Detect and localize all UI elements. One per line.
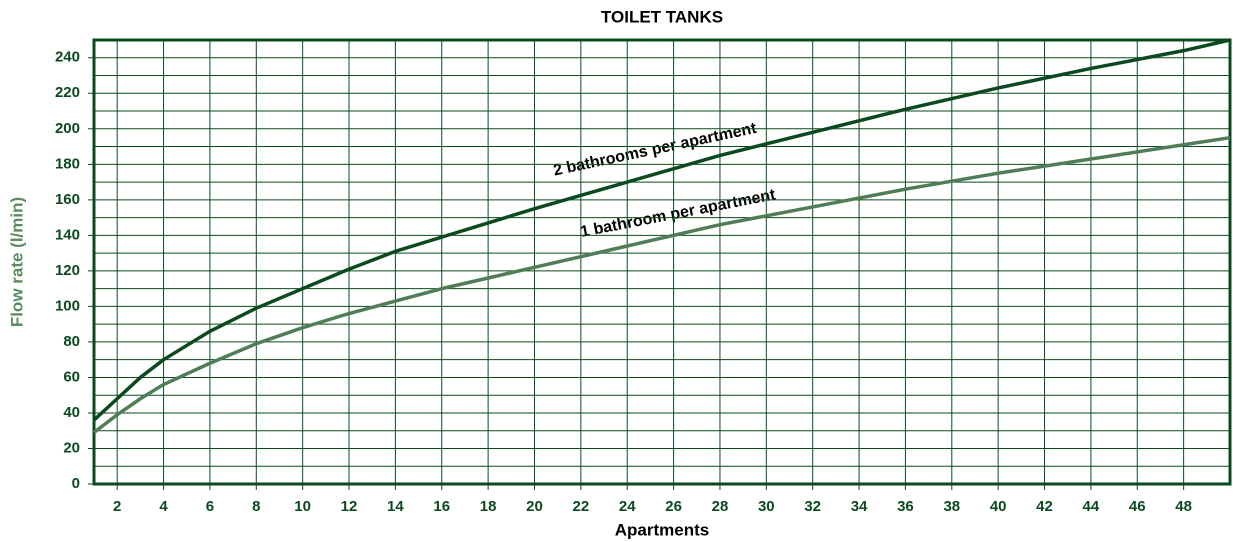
y-tick-label: 60 (63, 368, 80, 385)
x-tick-label: 16 (433, 498, 450, 515)
y-tick-label: 160 (55, 191, 80, 208)
x-tick-label: 22 (573, 498, 590, 515)
y-tick-label: 140 (55, 226, 80, 243)
y-tick-label: 240 (55, 49, 80, 66)
series-line (92, 135, 1231, 434)
x-tick-label: 42 (1036, 498, 1053, 515)
x-tick-label: 18 (480, 498, 497, 515)
x-tick-label: 36 (897, 498, 914, 515)
x-tick-label: 24 (619, 498, 636, 515)
x-tick-label: 10 (294, 498, 311, 515)
x-tick-label: 6 (206, 498, 214, 515)
x-tick-label: 28 (712, 498, 729, 515)
x-tick-label: 14 (387, 498, 404, 515)
x-tick-label: 12 (341, 498, 358, 515)
x-tick-label: 38 (943, 498, 960, 515)
y-tick-label: 180 (55, 155, 80, 172)
x-tick-label: 4 (159, 498, 168, 515)
x-tick-label: 44 (1083, 498, 1100, 515)
y-tick-label: 200 (55, 120, 80, 137)
x-tick-label: 30 (758, 498, 775, 515)
x-tick-label: 8 (252, 498, 260, 515)
y-tick-label: 100 (55, 297, 80, 314)
chart-title: TOILET TANKS (601, 7, 723, 26)
x-axis-label: Apartments (615, 520, 709, 539)
x-tick-label: 40 (990, 498, 1007, 515)
y-axis-label: Flow rate (l/min) (7, 197, 26, 327)
y-tick-label: 80 (63, 333, 80, 350)
x-tick-label: 46 (1129, 498, 1146, 515)
series-line (92, 38, 1231, 422)
x-tick-label: 32 (804, 498, 821, 515)
x-tick-label: 20 (526, 498, 543, 515)
x-tick-label: 26 (665, 498, 682, 515)
y-tick-label: 120 (55, 262, 80, 279)
x-tick-label: 2 (113, 498, 121, 515)
plot-border (92, 38, 1232, 486)
x-tick-label: 34 (851, 498, 868, 515)
y-tick-label: 0 (72, 475, 80, 492)
y-tick-label: 20 (63, 439, 80, 456)
y-tick-label: 40 (63, 404, 80, 421)
y-tick-label: 220 (55, 84, 80, 101)
x-tick-label: 48 (1175, 498, 1192, 515)
